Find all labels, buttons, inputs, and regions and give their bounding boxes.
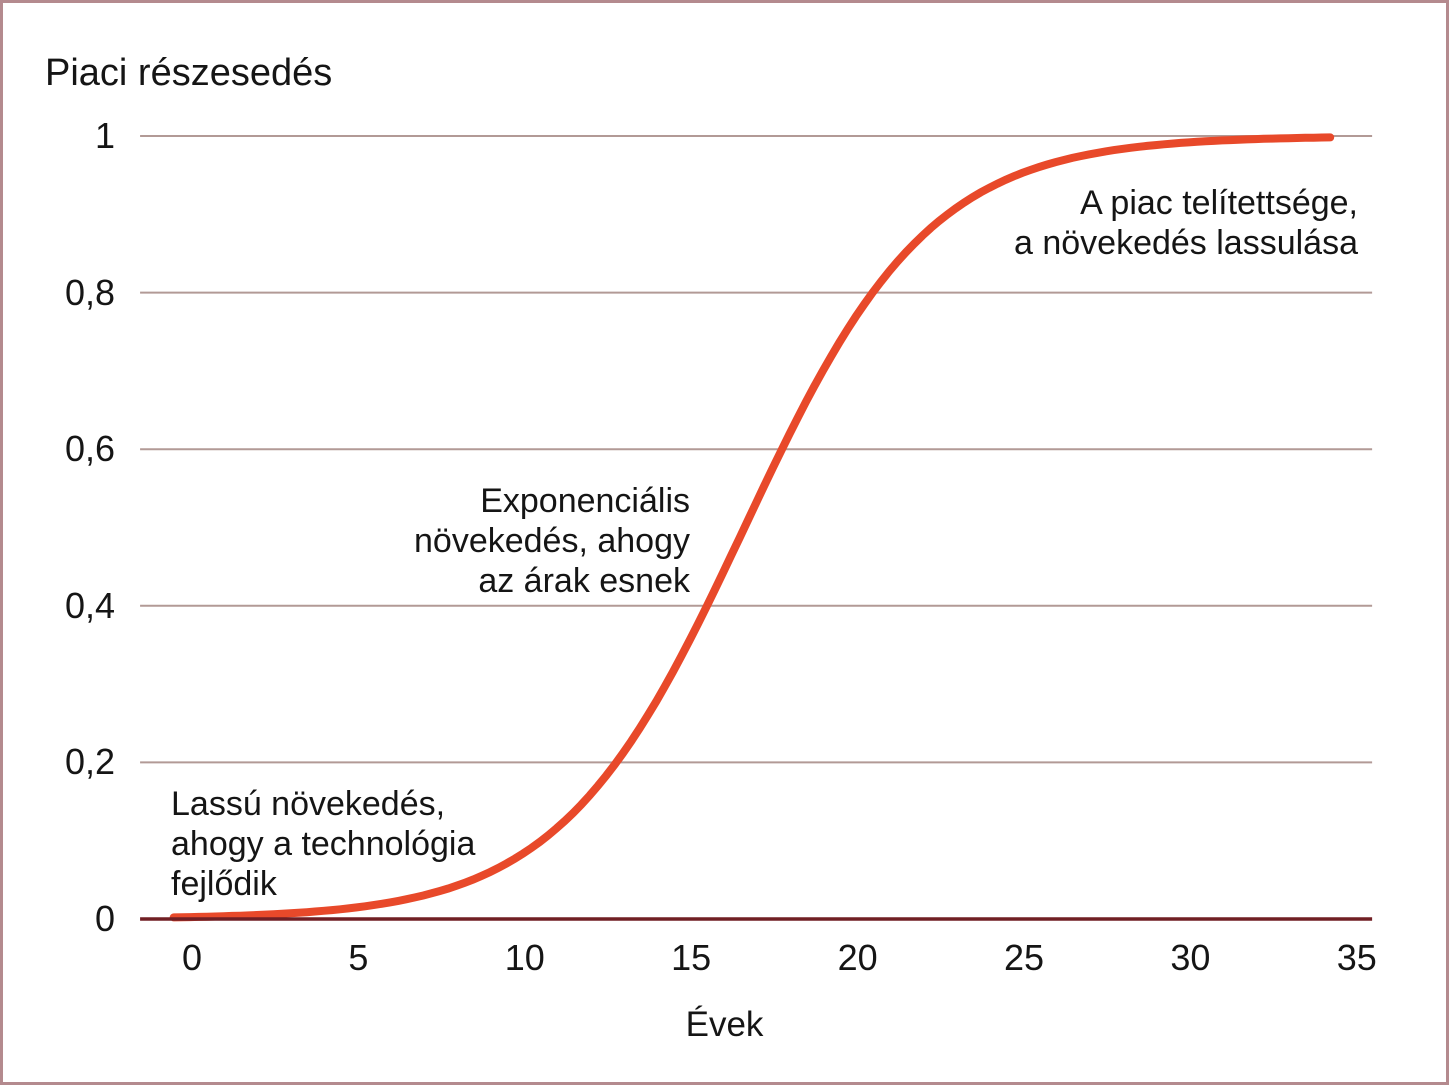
x-tick-label: 15	[671, 937, 712, 978]
x-tick-label: 5	[348, 937, 369, 978]
annotation-slow-growth: Lassú növekedés, ahogy a technológia fej…	[171, 784, 475, 904]
x-tick-label: 25	[1003, 937, 1045, 978]
annotation-line: növekedés, ahogy	[414, 522, 690, 560]
x-tick-label: 30	[1170, 937, 1211, 978]
y-tick-label: 0,2	[64, 741, 115, 783]
x-tick-label: 0	[181, 937, 203, 978]
y-tick-label: 1	[94, 115, 115, 156]
annotation-line: Lassú növekedés,	[171, 785, 446, 823]
annotation-line: a növekedés lassulása	[1013, 224, 1358, 262]
y-tick-label: 0,4	[64, 584, 115, 626]
annotation-line: Exponenciális	[480, 482, 690, 520]
annotation-line: fejlődik	[171, 865, 277, 903]
annotation-line: A piac telítettsége,	[1080, 184, 1358, 222]
annotation-market-saturation: A piac telítettsége, a növekedés lassulá…	[1014, 183, 1358, 263]
x-tick-label: 10	[504, 937, 545, 978]
annotation-line: az árak esnek	[478, 562, 690, 600]
x-tick-label: 20	[837, 937, 878, 978]
y-tick-label: 0,8	[64, 271, 115, 313]
y-tick-label: 0	[94, 898, 115, 939]
chart-title: Piaci részesedés	[45, 52, 333, 94]
x-axis-title: Évek	[685, 1005, 764, 1044]
y-tick-label: 0,6	[64, 428, 115, 470]
sigmoid-curve	[169, 133, 1335, 922]
x-tick-label: 35	[1336, 937, 1377, 978]
annotation-exponential-growth: Exponenciális növekedés, ahogy az árak e…	[414, 481, 690, 601]
annotation-line: ahogy a technológia	[171, 825, 476, 863]
plot-area	[140, 133, 1373, 922]
